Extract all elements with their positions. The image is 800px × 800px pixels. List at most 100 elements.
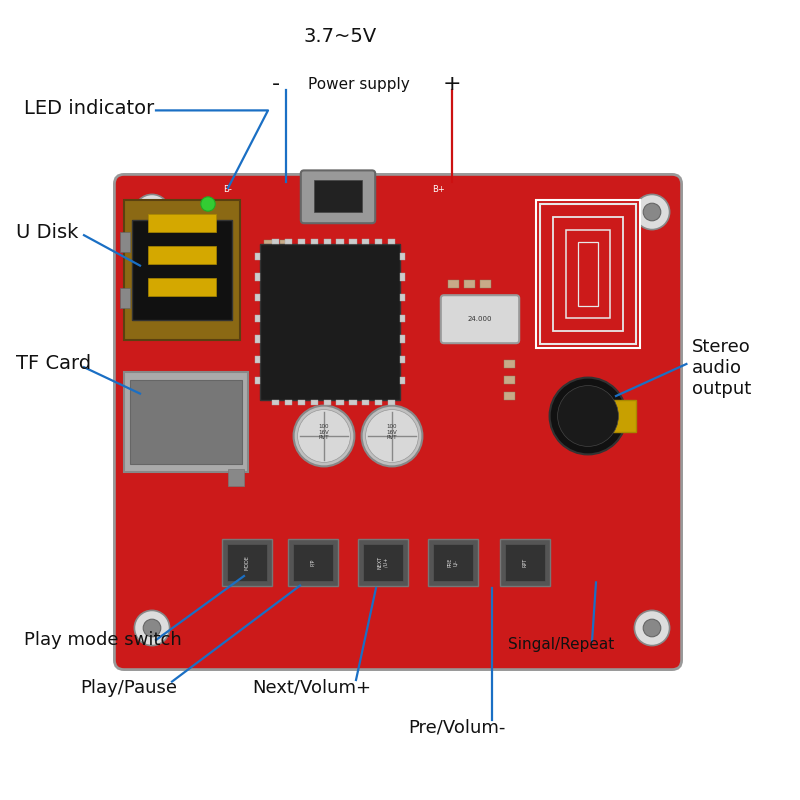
- Text: +: +: [442, 74, 462, 94]
- Text: 100
16V
RVT: 100 16V RVT: [318, 424, 330, 440]
- Bar: [337, 239, 344, 244]
- Bar: [255, 274, 260, 281]
- Bar: [388, 239, 395, 244]
- Bar: [310, 400, 318, 405]
- Bar: [285, 239, 292, 244]
- Bar: [255, 253, 260, 260]
- Circle shape: [294, 406, 354, 466]
- Bar: [363, 544, 403, 581]
- Bar: [130, 380, 242, 464]
- Bar: [375, 239, 382, 244]
- Bar: [578, 242, 598, 306]
- Bar: [536, 200, 640, 348]
- Text: TF Card: TF Card: [16, 354, 91, 374]
- Bar: [285, 400, 292, 405]
- Bar: [400, 377, 405, 384]
- Bar: [255, 377, 260, 384]
- Text: PRE
U/-: PRE U/-: [447, 558, 458, 567]
- Text: Pre/Volum-: Pre/Volum-: [408, 719, 506, 737]
- Bar: [280, 256, 291, 264]
- Bar: [298, 239, 305, 244]
- Bar: [314, 180, 362, 212]
- Bar: [280, 240, 291, 248]
- Bar: [350, 400, 357, 405]
- Circle shape: [201, 197, 215, 211]
- Text: U Disk: U Disk: [16, 222, 78, 242]
- Bar: [124, 372, 248, 472]
- Circle shape: [134, 194, 170, 230]
- Bar: [216, 408, 227, 416]
- Bar: [260, 244, 400, 400]
- Bar: [132, 220, 232, 320]
- Circle shape: [366, 410, 418, 462]
- Bar: [566, 230, 610, 318]
- FancyBboxPatch shape: [441, 295, 519, 343]
- Bar: [350, 239, 357, 244]
- Bar: [464, 280, 475, 288]
- Bar: [540, 204, 636, 344]
- Bar: [148, 278, 216, 296]
- Bar: [120, 288, 130, 308]
- Bar: [216, 376, 227, 384]
- Bar: [400, 274, 405, 281]
- Text: Power supply: Power supply: [308, 77, 410, 91]
- Bar: [227, 544, 267, 581]
- Text: RPT: RPT: [522, 558, 527, 567]
- Circle shape: [134, 610, 170, 646]
- Bar: [480, 280, 491, 288]
- Bar: [553, 217, 623, 331]
- Circle shape: [143, 619, 161, 637]
- Text: LED indicator: LED indicator: [24, 98, 154, 118]
- Bar: [504, 360, 515, 368]
- Text: MODE: MODE: [245, 555, 250, 570]
- Bar: [323, 239, 330, 244]
- Circle shape: [634, 610, 670, 646]
- Bar: [337, 400, 344, 405]
- Bar: [505, 544, 545, 581]
- Text: Play/Pause: Play/Pause: [80, 679, 177, 697]
- Circle shape: [643, 619, 661, 637]
- Bar: [264, 240, 275, 248]
- Circle shape: [298, 410, 350, 462]
- Text: Next/Volum+: Next/Volum+: [252, 679, 371, 697]
- Bar: [255, 294, 260, 302]
- Bar: [264, 256, 275, 264]
- Bar: [504, 392, 515, 400]
- Bar: [216, 392, 227, 400]
- Bar: [400, 253, 405, 260]
- Bar: [362, 400, 370, 405]
- Bar: [400, 356, 405, 363]
- Bar: [400, 335, 405, 342]
- Bar: [480, 296, 491, 304]
- FancyBboxPatch shape: [114, 174, 682, 670]
- Bar: [310, 239, 318, 244]
- Bar: [124, 200, 240, 340]
- Bar: [433, 544, 473, 581]
- Bar: [400, 294, 405, 302]
- Text: B-: B-: [223, 185, 233, 194]
- Circle shape: [643, 203, 661, 221]
- Bar: [288, 539, 338, 586]
- Bar: [448, 280, 459, 288]
- Bar: [448, 296, 459, 304]
- Circle shape: [550, 378, 626, 454]
- Text: 24.000: 24.000: [468, 316, 492, 322]
- Bar: [604, 400, 636, 432]
- Circle shape: [634, 194, 670, 230]
- Bar: [293, 544, 333, 581]
- Bar: [464, 296, 475, 304]
- Bar: [428, 539, 478, 586]
- Bar: [298, 400, 305, 405]
- Bar: [228, 469, 244, 486]
- Bar: [148, 214, 216, 232]
- Bar: [388, 400, 395, 405]
- Text: Stereo
audio
output: Stereo audio output: [692, 338, 751, 398]
- Bar: [272, 239, 279, 244]
- Bar: [255, 314, 260, 322]
- Bar: [504, 376, 515, 384]
- Bar: [500, 539, 550, 586]
- Text: Play mode switch: Play mode switch: [24, 631, 182, 649]
- Text: -: -: [272, 74, 280, 94]
- Text: B+: B+: [432, 185, 445, 194]
- Bar: [358, 539, 408, 586]
